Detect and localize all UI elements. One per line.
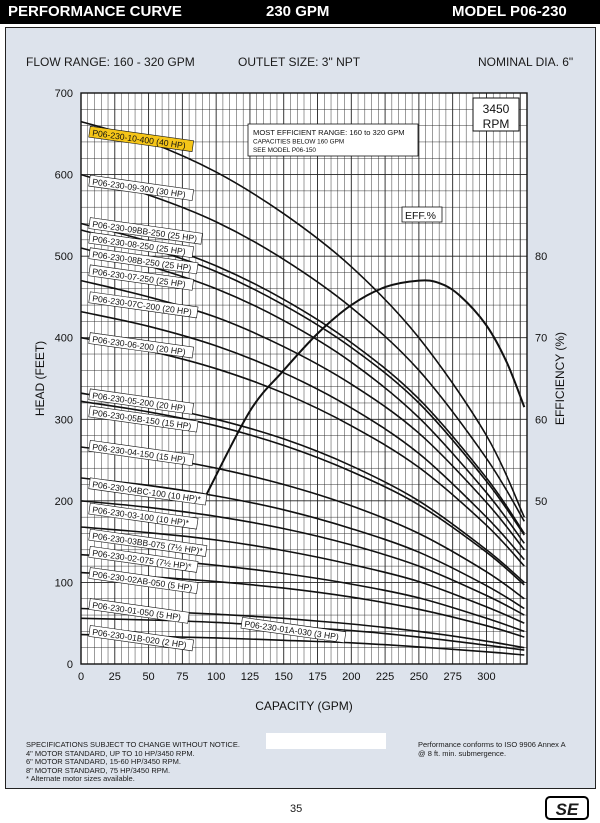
x-axis-title: CAPACITY (GPM) — [255, 699, 353, 713]
x-tick-label: 0 — [78, 671, 84, 683]
y-tick-label: 500 — [55, 251, 73, 263]
rpm-unit: RPM — [483, 117, 510, 131]
x-tick-label: 175 — [308, 671, 326, 683]
x-tick-label: 125 — [241, 671, 259, 683]
page-number: 35 — [290, 803, 303, 815]
efficient-range-note: MOST EFFICIENT RANGE: 160 to 320 GPM — [253, 128, 405, 137]
rpm-value: 3450 — [483, 102, 510, 116]
curve-label-box — [88, 567, 199, 594]
x-tick-label: 200 — [342, 671, 360, 683]
head-curve-line — [80, 477, 525, 610]
curve-label-box — [88, 247, 199, 275]
x-tick-label: 75 — [176, 671, 188, 683]
flow-range: FLOW RANGE: 160 - 320 GPM — [26, 55, 195, 69]
y2-tick-label: 80 — [535, 251, 547, 263]
curve-label-box — [88, 439, 194, 467]
curve-label-box — [88, 388, 194, 415]
y2-tick-label: 60 — [535, 414, 547, 426]
head-curve-line — [80, 526, 525, 624]
curve-label-box — [88, 217, 203, 245]
head-curve-line — [80, 173, 525, 522]
curve-label-box — [88, 231, 194, 259]
x-tick-label: 100 — [207, 671, 225, 683]
curve-label-box — [88, 625, 194, 652]
x-tick-label: 150 — [275, 671, 293, 683]
y2-tick-label: 50 — [535, 496, 547, 508]
head-curve-line — [80, 400, 525, 586]
x-tick-label: 300 — [477, 671, 495, 683]
y-tick-label: 700 — [55, 88, 73, 100]
y-tick-label: 100 — [55, 577, 73, 589]
x-tick-label: 250 — [410, 671, 428, 683]
curve-label-box — [88, 545, 199, 573]
curve-label-box — [88, 264, 194, 291]
y2-tick-label: 70 — [535, 333, 547, 345]
y-tick-label: 600 — [55, 170, 73, 182]
curve-label-box — [88, 598, 190, 624]
efficient-range-note-box — [247, 123, 419, 157]
blank-box — [266, 733, 386, 749]
y-axis-title: HEAD (FEET) — [33, 341, 47, 416]
curve-label-box — [88, 502, 199, 530]
outlet-size: OUTLET SIZE: 3" NPT — [238, 55, 361, 69]
header-title: PERFORMANCE CURVE — [8, 3, 182, 20]
header-model: MODEL P06-230 — [452, 3, 567, 20]
curve-label-box — [240, 616, 347, 644]
y2-axis-title: EFFICIENCY (%) — [553, 332, 567, 425]
curve-label-box — [88, 528, 208, 557]
curve-label-box — [88, 174, 194, 201]
nominal-diameter: NOMINAL DIA. 6" — [478, 55, 574, 69]
efficiency-curve-line — [204, 279, 526, 498]
curve-label-box — [88, 405, 199, 433]
efficient-range-note: CAPACITIES BELOW 160 GPM — [253, 139, 344, 146]
y-tick-label: 0 — [67, 659, 73, 671]
curve-label-box — [88, 291, 199, 319]
header-flow: 230 GPM — [266, 3, 330, 20]
head-curve-line — [80, 500, 525, 616]
x-tick-label: 225 — [376, 671, 394, 683]
conformance-note: Performance conforms to ISO 9906 Annex A… — [418, 740, 566, 758]
spec-notes: SPECIFICATIONS SUBJECT TO CHANGE WITHOUT… — [26, 740, 240, 783]
x-tick-label: 275 — [443, 671, 461, 683]
rpm-box — [472, 97, 520, 132]
plot-frame — [80, 92, 528, 665]
efficiency-label-box — [401, 206, 443, 223]
x-tick-label: 25 — [109, 671, 121, 683]
y-tick-label: 200 — [55, 496, 73, 508]
header-bar: PERFORMANCE CURVE 230 GPM MODEL P06-230 — [0, 0, 600, 24]
se-logo: SE — [545, 796, 589, 820]
x-tick-label: 50 — [142, 671, 154, 683]
efficiency-label: EFF.% — [405, 210, 436, 222]
curve-label-box — [88, 332, 194, 359]
head-curve-line — [80, 310, 525, 561]
efficient-range-note: SEE MODEL P06-150 — [253, 147, 316, 154]
curve-label-box — [88, 125, 194, 152]
head-curve-line — [80, 279, 525, 551]
y-tick-label: 300 — [55, 414, 73, 426]
curve-label-box — [88, 477, 208, 506]
y-tick-label: 400 — [55, 333, 73, 345]
